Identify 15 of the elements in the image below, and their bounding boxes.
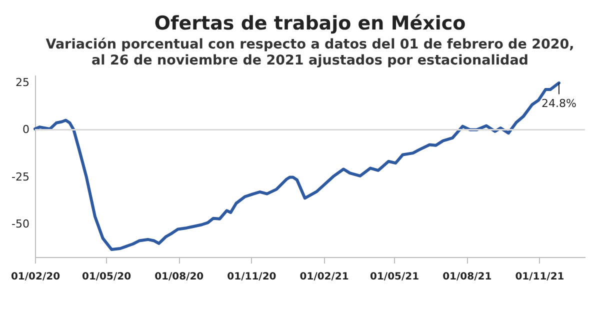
x-tick-label: 01/02/20	[10, 272, 60, 282]
x-tick-label: 01/02/21	[300, 272, 349, 282]
y-tick-label: 0	[22, 123, 30, 136]
chart-subtitle: Variación porcentual con respecto a datos del 01 de febrero de 2020, al 26 de noviembre de 2021 ajustados por estacionalidad	[46, 36, 574, 68]
x-tick-label: 01/05/20	[82, 272, 132, 282]
y-tick-label: 25	[16, 76, 30, 90]
x-tick-label: 01/11/21	[515, 272, 564, 282]
chart-title: Ofertas de trabajo en México	[154, 12, 466, 34]
x-tick-label: 01/08/20	[154, 272, 204, 282]
x-tick-label: 01/08/21	[442, 272, 492, 282]
y-tick-label: -25	[12, 170, 30, 184]
annotation: 24.8%	[541, 96, 576, 110]
x-tick-label: 01/11/20	[227, 272, 276, 282]
y-tick-label: -50	[12, 217, 30, 230]
x-tick-label: 01/05/21	[370, 272, 420, 282]
